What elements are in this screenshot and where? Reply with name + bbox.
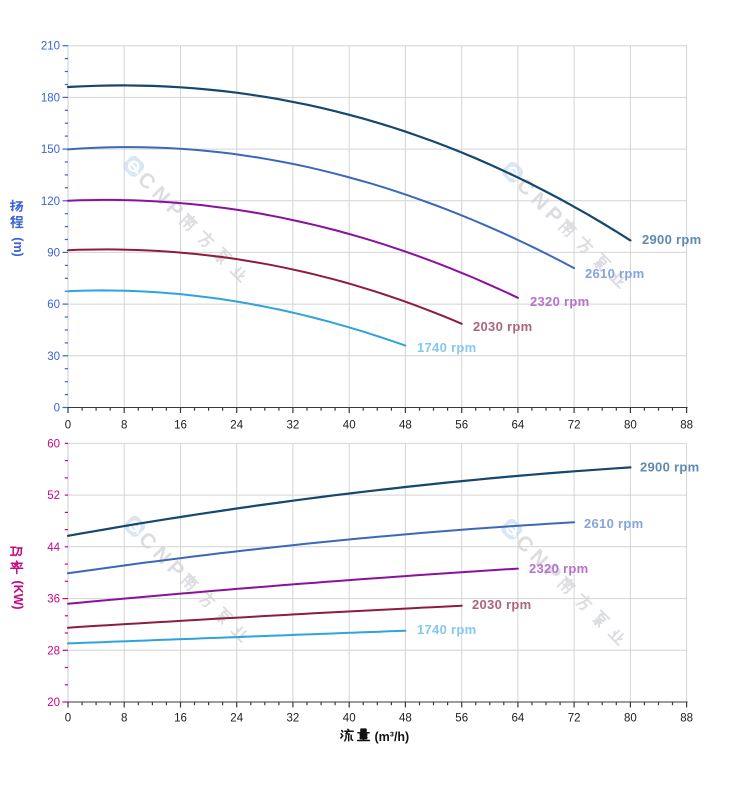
svg-text:2030 rpm: 2030 rpm	[473, 319, 533, 334]
svg-text:44: 44	[47, 542, 60, 554]
svg-text:36: 36	[47, 594, 60, 606]
svg-text:180: 180	[41, 92, 60, 104]
svg-text:210: 210	[41, 41, 60, 53]
svg-text:48: 48	[399, 420, 412, 432]
svg-text:2900 rpm: 2900 rpm	[640, 460, 700, 475]
svg-text:0: 0	[54, 403, 60, 415]
svg-text:52: 52	[47, 490, 60, 502]
svg-text:72: 72	[568, 420, 581, 432]
svg-text:(KW): (KW)	[11, 580, 25, 609]
svg-text:24: 24	[230, 713, 243, 725]
svg-text:24: 24	[230, 420, 243, 432]
svg-text:64: 64	[512, 713, 525, 725]
svg-text:2320 rpm: 2320 rpm	[530, 294, 590, 309]
svg-text:2030 rpm: 2030 rpm	[472, 597, 532, 612]
svg-text:60: 60	[47, 438, 60, 450]
svg-text:30: 30	[47, 351, 60, 363]
svg-text:2900 rpm: 2900 rpm	[642, 232, 702, 247]
svg-text:16: 16	[174, 420, 187, 432]
svg-text:8: 8	[121, 420, 127, 432]
svg-text:56: 56	[455, 713, 468, 725]
svg-text:64: 64	[512, 420, 525, 432]
svg-text:150: 150	[41, 144, 60, 156]
svg-text:2610 rpm: 2610 rpm	[585, 266, 645, 281]
svg-text:20: 20	[47, 697, 60, 709]
svg-text:1740 rpm: 1740 rpm	[417, 340, 477, 355]
svg-text:80: 80	[624, 713, 637, 725]
svg-text:60: 60	[47, 299, 60, 311]
svg-text:8: 8	[121, 713, 127, 725]
svg-text:32: 32	[287, 420, 300, 432]
svg-text:88: 88	[680, 713, 693, 725]
svg-text:0: 0	[65, 713, 71, 725]
svg-text:16: 16	[174, 713, 187, 725]
svg-text:32: 32	[287, 713, 300, 725]
svg-text:40: 40	[343, 713, 356, 725]
svg-text:(m³/h): (m³/h)	[375, 730, 410, 744]
svg-text:40: 40	[343, 420, 356, 432]
svg-text:(m): (m)	[11, 237, 25, 256]
svg-text:88: 88	[680, 420, 693, 432]
svg-text:120: 120	[41, 196, 60, 208]
svg-text:90: 90	[47, 247, 60, 259]
svg-text:2610 rpm: 2610 rpm	[584, 516, 644, 531]
svg-text:1740 rpm: 1740 rpm	[417, 622, 477, 637]
svg-text:56: 56	[455, 420, 468, 432]
svg-text:48: 48	[399, 713, 412, 725]
svg-text:0: 0	[65, 420, 71, 432]
svg-text:2320 rpm: 2320 rpm	[529, 561, 589, 576]
svg-text:80: 80	[624, 420, 637, 432]
svg-text:72: 72	[568, 713, 581, 725]
svg-text:28: 28	[47, 645, 60, 657]
